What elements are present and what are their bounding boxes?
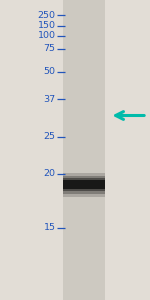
Text: 15: 15: [44, 224, 56, 232]
Text: 25: 25: [44, 132, 56, 141]
Text: 250: 250: [38, 11, 56, 20]
Bar: [63, 176, 105, 194]
Bar: [63, 172, 105, 197]
Text: 150: 150: [38, 21, 56, 30]
Text: 100: 100: [38, 32, 56, 40]
Bar: [63, 0, 105, 300]
Text: 37: 37: [43, 94, 56, 103]
Bar: [63, 178, 105, 191]
Bar: [63, 180, 105, 189]
Text: 50: 50: [44, 68, 56, 76]
Text: 75: 75: [44, 44, 56, 53]
Text: 20: 20: [44, 169, 56, 178]
